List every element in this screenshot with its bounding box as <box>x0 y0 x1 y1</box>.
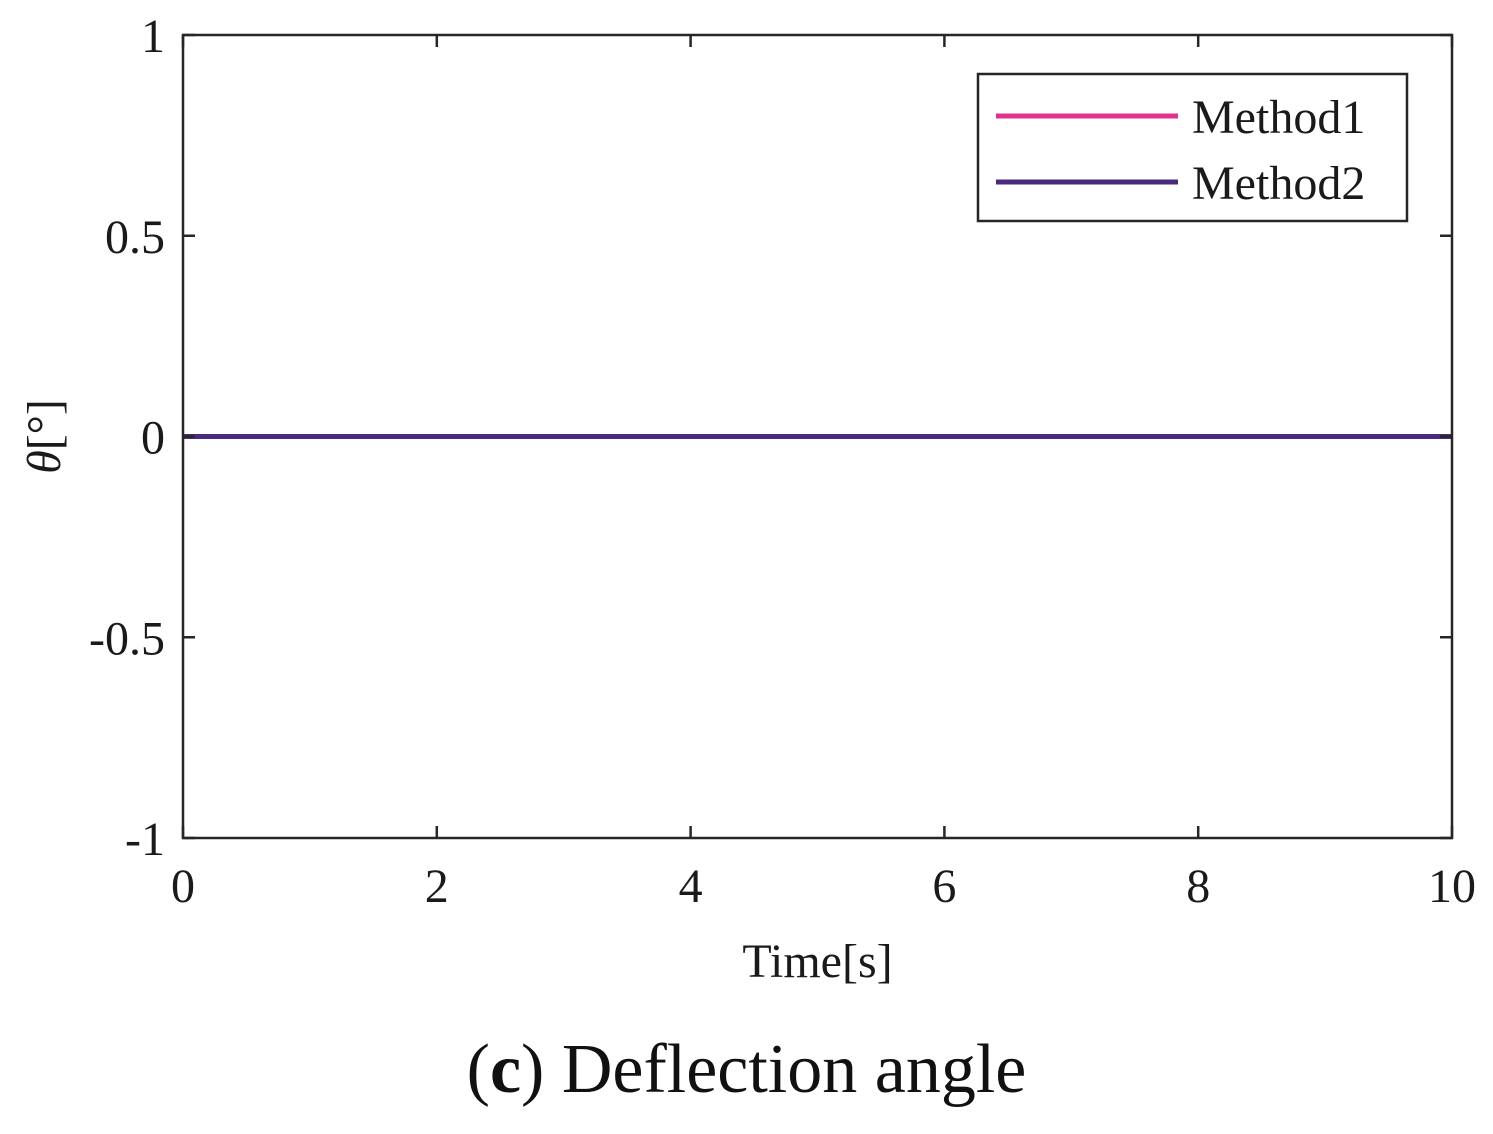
y-tick-label: -0.5 <box>89 612 165 665</box>
caption-letter: c <box>489 1031 522 1108</box>
caption-text: Deflection angle <box>544 1031 1027 1108</box>
y-axis-label-symbol: θ <box>18 450 71 474</box>
caption-paren-open: ( <box>466 1031 490 1108</box>
legend-box <box>976 72 1409 223</box>
y-tick-label: 1 <box>141 10 165 63</box>
y-tick-label: 0 <box>141 412 165 465</box>
figure-caption: (c) Deflection angle <box>0 1030 1493 1110</box>
x-tick-label: 10 <box>1428 860 1476 913</box>
y-axis-label: θ[°] <box>18 399 71 474</box>
legend-label-method1: Method1 <box>1192 91 1365 144</box>
caption-paren-close: ) <box>521 1031 545 1108</box>
x-tick-label: 6 <box>932 860 956 913</box>
y-axis-label-unit: [°] <box>18 399 71 450</box>
y-tick-label: -1 <box>125 813 165 866</box>
x-axis-label: Time[s] <box>742 935 892 988</box>
x-tick-label: 2 <box>425 860 449 913</box>
x-tick-label: 8 <box>1186 860 1210 913</box>
y-tick-label: 0.5 <box>105 211 165 264</box>
x-tick-label: 0 <box>171 860 195 913</box>
x-tick-label: 4 <box>679 860 703 913</box>
legend-label-method2: Method2 <box>1192 157 1365 210</box>
